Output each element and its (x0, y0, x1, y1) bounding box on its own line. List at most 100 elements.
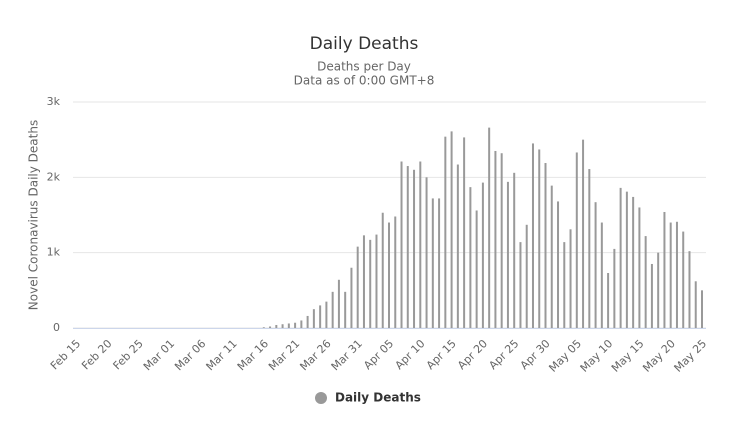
bar (319, 305, 322, 328)
x-tick-label: Apr 20 (455, 337, 490, 372)
bar (682, 231, 685, 328)
bar (613, 248, 616, 328)
bar (688, 251, 691, 328)
bar (275, 324, 278, 328)
bar (400, 161, 403, 328)
bar (663, 211, 666, 328)
bar (438, 198, 441, 328)
bar (506, 181, 509, 328)
bar (694, 281, 697, 328)
bar (600, 222, 603, 328)
bar (557, 201, 560, 328)
bar (294, 322, 297, 328)
bar (701, 290, 703, 328)
x-tick-label: Apr 05 (361, 337, 396, 372)
bar (362, 235, 365, 328)
bar (269, 326, 272, 328)
bar (669, 222, 672, 328)
x-tick-label: Mar 06 (172, 337, 208, 373)
bar (500, 153, 503, 328)
bar (619, 187, 622, 328)
x-tick-label: Feb 25 (110, 337, 145, 372)
bar (550, 185, 553, 328)
bar (431, 198, 434, 328)
bar (538, 149, 541, 328)
bar (444, 136, 447, 328)
bar (369, 239, 372, 328)
bar (544, 163, 547, 328)
bar (456, 164, 459, 328)
bar (575, 152, 578, 328)
bar (287, 323, 290, 328)
x-tick-label: May 15 (609, 337, 647, 375)
bar (281, 324, 284, 328)
bar (450, 131, 453, 328)
bar (531, 143, 534, 328)
bar (494, 150, 497, 328)
bar (262, 327, 265, 328)
x-tick-label: Mar 11 (204, 337, 240, 373)
bar (569, 229, 572, 328)
bar (394, 216, 397, 328)
bar (644, 236, 647, 328)
bar (650, 263, 653, 328)
bar (312, 309, 315, 328)
y-tick-label: 0 (53, 321, 60, 334)
x-tick-label: Mar 01 (141, 337, 177, 373)
chart-subtitle: Data as of 0:00 GMT+8 (294, 74, 435, 88)
legend-marker (315, 392, 327, 404)
bar (657, 252, 660, 328)
bar (475, 210, 478, 328)
x-tick-label: Mar 26 (297, 337, 333, 373)
bar (469, 187, 472, 328)
x-tick-label: Feb 20 (79, 337, 114, 372)
bar (356, 246, 359, 328)
bar (331, 291, 334, 328)
y-axis-title: Novel Coronavirus Daily Deaths (27, 120, 41, 310)
bar (632, 196, 635, 328)
bar (325, 301, 328, 328)
x-tick-label: May 20 (640, 337, 678, 375)
x-tick-label: Mar 31 (329, 337, 365, 373)
x-tick-label: Mar 16 (235, 337, 271, 373)
x-tick-label: May 25 (672, 337, 710, 375)
x-tick-label: Mar 21 (266, 337, 302, 373)
bar (488, 127, 491, 328)
bar (513, 172, 516, 328)
bar (419, 161, 422, 328)
bar (563, 242, 566, 328)
x-tick-label: May 10 (578, 337, 616, 375)
x-tick-label: Apr 25 (486, 337, 521, 372)
x-tick-label: May 05 (546, 337, 584, 375)
y-tick-label: 2k (47, 170, 61, 183)
y-tick-label: 1k (47, 246, 61, 259)
bar (675, 221, 678, 328)
bar (463, 137, 466, 328)
bar (344, 291, 347, 328)
bar (525, 224, 528, 328)
bar (425, 177, 428, 328)
bar (350, 267, 353, 328)
chart-subtitle: Deaths per Day (317, 60, 411, 74)
bar (300, 320, 303, 328)
bar (588, 169, 591, 328)
bar (337, 279, 340, 328)
chart-title: Daily Deaths (310, 34, 419, 54)
y-tick-label: 3k (47, 95, 61, 108)
bar (375, 234, 378, 328)
x-tick-label: Apr 10 (393, 337, 428, 372)
bar (406, 166, 409, 328)
bar (381, 212, 384, 328)
bar (638, 207, 641, 328)
bar (519, 242, 522, 328)
x-tick-label: Feb 15 (48, 337, 83, 372)
x-tick-label: Apr 15 (424, 337, 459, 372)
legend-label: Daily Deaths (335, 391, 421, 405)
bar (306, 315, 309, 328)
bar (625, 191, 628, 328)
bar (413, 169, 416, 328)
bar (582, 139, 585, 328)
bar (481, 182, 484, 328)
bar (388, 222, 390, 328)
